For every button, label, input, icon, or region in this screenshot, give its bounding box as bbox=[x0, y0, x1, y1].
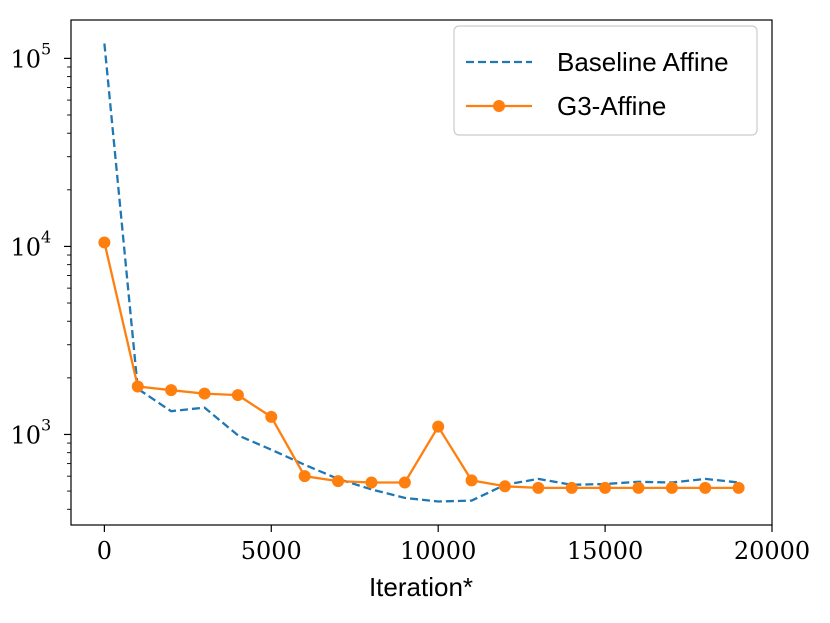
y-tick-label: 10 5 bbox=[10, 39, 51, 73]
data-point bbox=[398, 476, 411, 489]
series-layer bbox=[98, 43, 745, 503]
legend-marker-g3 bbox=[493, 100, 505, 112]
y-tick-label: 10 4 bbox=[10, 227, 51, 261]
x-tick-label: 10000 bbox=[400, 537, 476, 565]
data-point bbox=[632, 481, 645, 494]
data-point bbox=[131, 380, 144, 393]
y-tick-label-exponent: 3 bbox=[41, 415, 51, 434]
data-point bbox=[265, 410, 278, 423]
data-point bbox=[498, 480, 511, 493]
data-point bbox=[231, 389, 244, 402]
y-tick-label-base: 10 bbox=[10, 233, 41, 261]
data-point bbox=[465, 474, 478, 487]
data-point bbox=[732, 481, 745, 494]
data-point bbox=[98, 236, 111, 249]
data-point bbox=[365, 476, 378, 489]
data-point bbox=[599, 481, 612, 494]
legend-box bbox=[453, 25, 758, 136]
y-tick-label-exponent: 4 bbox=[41, 227, 51, 246]
data-point bbox=[198, 387, 211, 400]
y-tick-label-base: 10 bbox=[10, 421, 41, 449]
legend-label-baseline: Baseline Affine bbox=[557, 47, 729, 77]
legend: Baseline Affine G3-Affine bbox=[453, 25, 758, 136]
data-point bbox=[165, 384, 178, 397]
data-point bbox=[699, 481, 712, 494]
legend-label-g3: G3-Affine bbox=[557, 91, 666, 121]
data-point bbox=[532, 481, 545, 494]
y-tick-label: 10 3 bbox=[10, 415, 51, 449]
x-axis-title: Iteration* bbox=[369, 572, 473, 602]
data-point bbox=[665, 481, 678, 494]
x-tick-label: 20000 bbox=[734, 537, 810, 565]
data-point bbox=[565, 481, 578, 494]
data-point bbox=[332, 475, 345, 488]
data-point bbox=[432, 420, 445, 433]
y-tick-label-exponent: 5 bbox=[41, 39, 51, 58]
x-tick-label: 5000 bbox=[241, 537, 302, 565]
y-tick-label-base: 10 bbox=[10, 45, 41, 73]
series-line-baseline-affine bbox=[103, 43, 739, 503]
x-tick-label: 15000 bbox=[567, 537, 643, 565]
plot-frame bbox=[70, 19, 773, 526]
data-point bbox=[298, 470, 311, 483]
x-tick-label: 0 bbox=[97, 537, 112, 565]
